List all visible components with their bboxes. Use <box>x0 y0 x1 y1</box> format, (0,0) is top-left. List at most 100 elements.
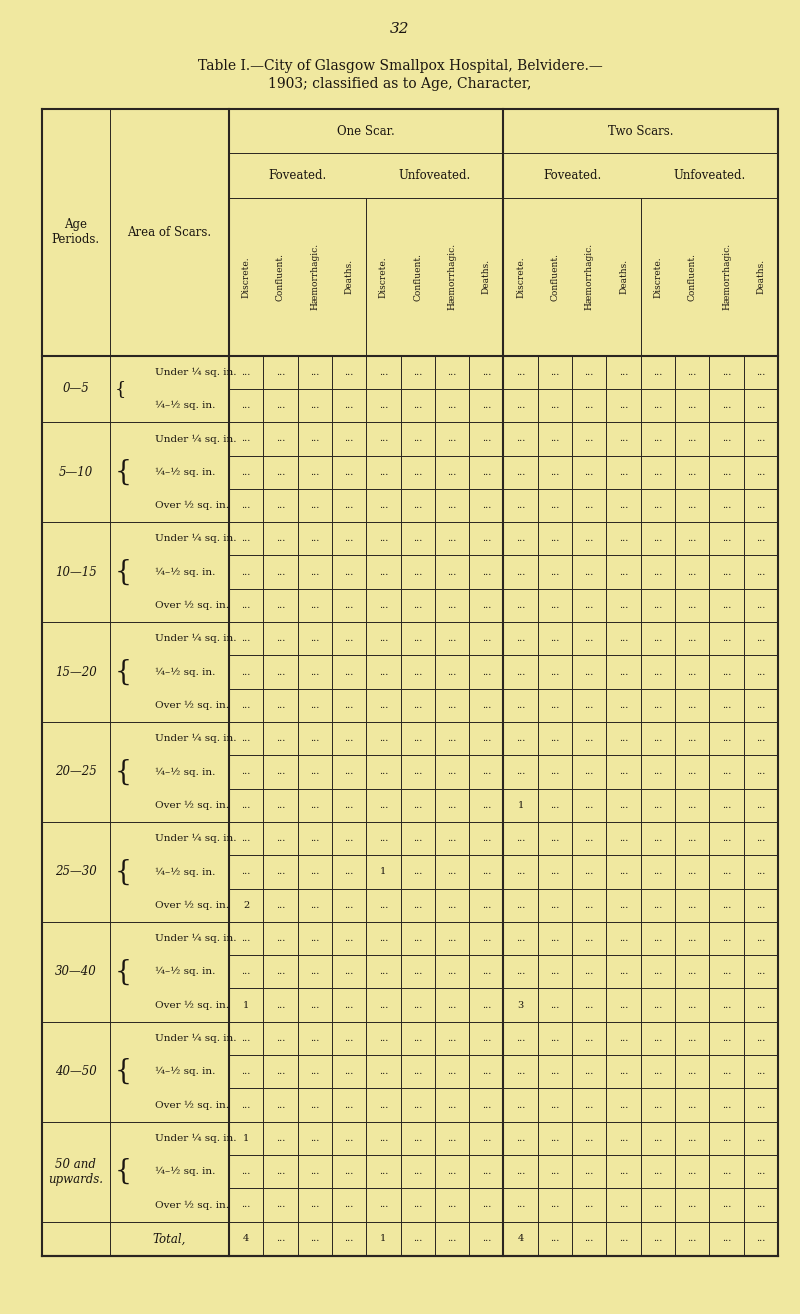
Text: {: { <box>114 380 126 398</box>
Text: ...: ... <box>516 1067 526 1076</box>
Text: ...: ... <box>413 834 422 844</box>
Text: ...: ... <box>756 368 766 377</box>
Text: ...: ... <box>516 600 526 610</box>
Text: ...: ... <box>550 568 560 577</box>
Text: ...: ... <box>378 401 388 410</box>
Text: ...: ... <box>378 967 388 976</box>
Text: ...: ... <box>550 967 560 976</box>
Text: ...: ... <box>687 1000 697 1009</box>
Text: ...: ... <box>550 1234 560 1243</box>
Text: ...: ... <box>756 1000 766 1009</box>
Text: ...: ... <box>687 1134 697 1143</box>
Text: Under ¼ sq. in.: Under ¼ sq. in. <box>155 635 237 644</box>
Text: ...: ... <box>344 501 354 510</box>
Text: ...: ... <box>619 568 628 577</box>
Text: ...: ... <box>482 700 491 710</box>
Text: ...: ... <box>482 401 491 410</box>
Text: ...: ... <box>722 735 731 744</box>
Text: ...: ... <box>756 1134 766 1143</box>
Text: ...: ... <box>654 1034 662 1043</box>
Text: Under ¼ sq. in.: Under ¼ sq. in. <box>155 368 237 377</box>
Text: ...: ... <box>550 934 560 943</box>
Text: ...: ... <box>482 834 491 844</box>
Text: ...: ... <box>722 934 731 943</box>
Text: ...: ... <box>344 900 354 909</box>
Text: ...: ... <box>756 867 766 876</box>
Text: ...: ... <box>482 1134 491 1143</box>
Text: ...: ... <box>585 568 594 577</box>
Text: ...: ... <box>344 735 354 744</box>
Text: ...: ... <box>447 834 457 844</box>
Text: ...: ... <box>585 401 594 410</box>
Text: Confluent.: Confluent. <box>276 252 285 301</box>
Text: ...: ... <box>619 900 628 909</box>
Text: ...: ... <box>585 501 594 510</box>
Text: ...: ... <box>550 867 560 876</box>
Text: ...: ... <box>585 535 594 543</box>
Text: {: { <box>114 459 132 486</box>
Text: ...: ... <box>756 1067 766 1076</box>
Text: ...: ... <box>242 435 250 443</box>
Text: ...: ... <box>276 834 285 844</box>
Text: ...: ... <box>310 700 319 710</box>
Text: 1903; classified as to Age, Character,: 1903; classified as to Age, Character, <box>268 78 532 91</box>
Text: ...: ... <box>310 1034 319 1043</box>
Text: Over ½ sq. in.: Over ½ sq. in. <box>155 1200 229 1210</box>
Text: ...: ... <box>378 1067 388 1076</box>
Text: ...: ... <box>276 800 285 809</box>
Text: ...: ... <box>482 501 491 510</box>
Text: ...: ... <box>585 668 594 677</box>
Text: ...: ... <box>516 700 526 710</box>
Text: ...: ... <box>654 635 662 644</box>
Text: ...: ... <box>378 468 388 477</box>
Text: ...: ... <box>276 1234 285 1243</box>
Text: ...: ... <box>447 867 457 876</box>
Text: ...: ... <box>516 501 526 510</box>
Text: ...: ... <box>310 1101 319 1109</box>
Text: ...: ... <box>722 368 731 377</box>
Text: ...: ... <box>722 1134 731 1143</box>
Text: ¼–½ sq. in.: ¼–½ sq. in. <box>155 668 215 677</box>
Text: ...: ... <box>447 368 457 377</box>
Text: ...: ... <box>413 1067 422 1076</box>
Text: Two Scars.: Two Scars. <box>608 125 674 138</box>
Text: ¼–½ sq. in.: ¼–½ sq. in. <box>155 1067 215 1076</box>
Text: ...: ... <box>413 967 422 976</box>
Text: Confluent.: Confluent. <box>688 252 697 301</box>
Text: ...: ... <box>378 1000 388 1009</box>
Text: ...: ... <box>619 700 628 710</box>
Text: {: { <box>114 1058 132 1085</box>
Text: Over ½ sq. in.: Over ½ sq. in. <box>155 700 229 710</box>
Text: ...: ... <box>413 468 422 477</box>
Text: Area of Scars.: Area of Scars. <box>127 226 211 239</box>
Text: Hæmorrhagic.: Hæmorrhagic. <box>447 243 457 310</box>
Text: 4: 4 <box>243 1234 250 1243</box>
Text: ...: ... <box>447 435 457 443</box>
Text: ...: ... <box>516 767 526 777</box>
Text: ...: ... <box>413 1167 422 1176</box>
Text: ...: ... <box>687 568 697 577</box>
Text: ...: ... <box>344 767 354 777</box>
Text: ¼–½ sq. in.: ¼–½ sq. in. <box>155 468 215 477</box>
Text: ...: ... <box>722 967 731 976</box>
Text: ...: ... <box>378 568 388 577</box>
Text: Under ¼ sq. in.: Under ¼ sq. in. <box>155 434 237 444</box>
Text: ...: ... <box>413 800 422 809</box>
Text: ...: ... <box>687 1034 697 1043</box>
Text: ...: ... <box>378 700 388 710</box>
Text: ...: ... <box>242 867 250 876</box>
Text: ...: ... <box>550 834 560 844</box>
Text: ...: ... <box>516 867 526 876</box>
Text: ...: ... <box>482 1167 491 1176</box>
Text: ...: ... <box>756 967 766 976</box>
Text: ...: ... <box>378 900 388 909</box>
Text: ...: ... <box>619 1067 628 1076</box>
Text: ...: ... <box>756 635 766 644</box>
Text: ...: ... <box>242 368 250 377</box>
Text: ...: ... <box>619 867 628 876</box>
Text: ...: ... <box>687 1067 697 1076</box>
Text: ...: ... <box>482 600 491 610</box>
Text: ...: ... <box>378 934 388 943</box>
Text: ...: ... <box>447 535 457 543</box>
Text: ...: ... <box>482 767 491 777</box>
